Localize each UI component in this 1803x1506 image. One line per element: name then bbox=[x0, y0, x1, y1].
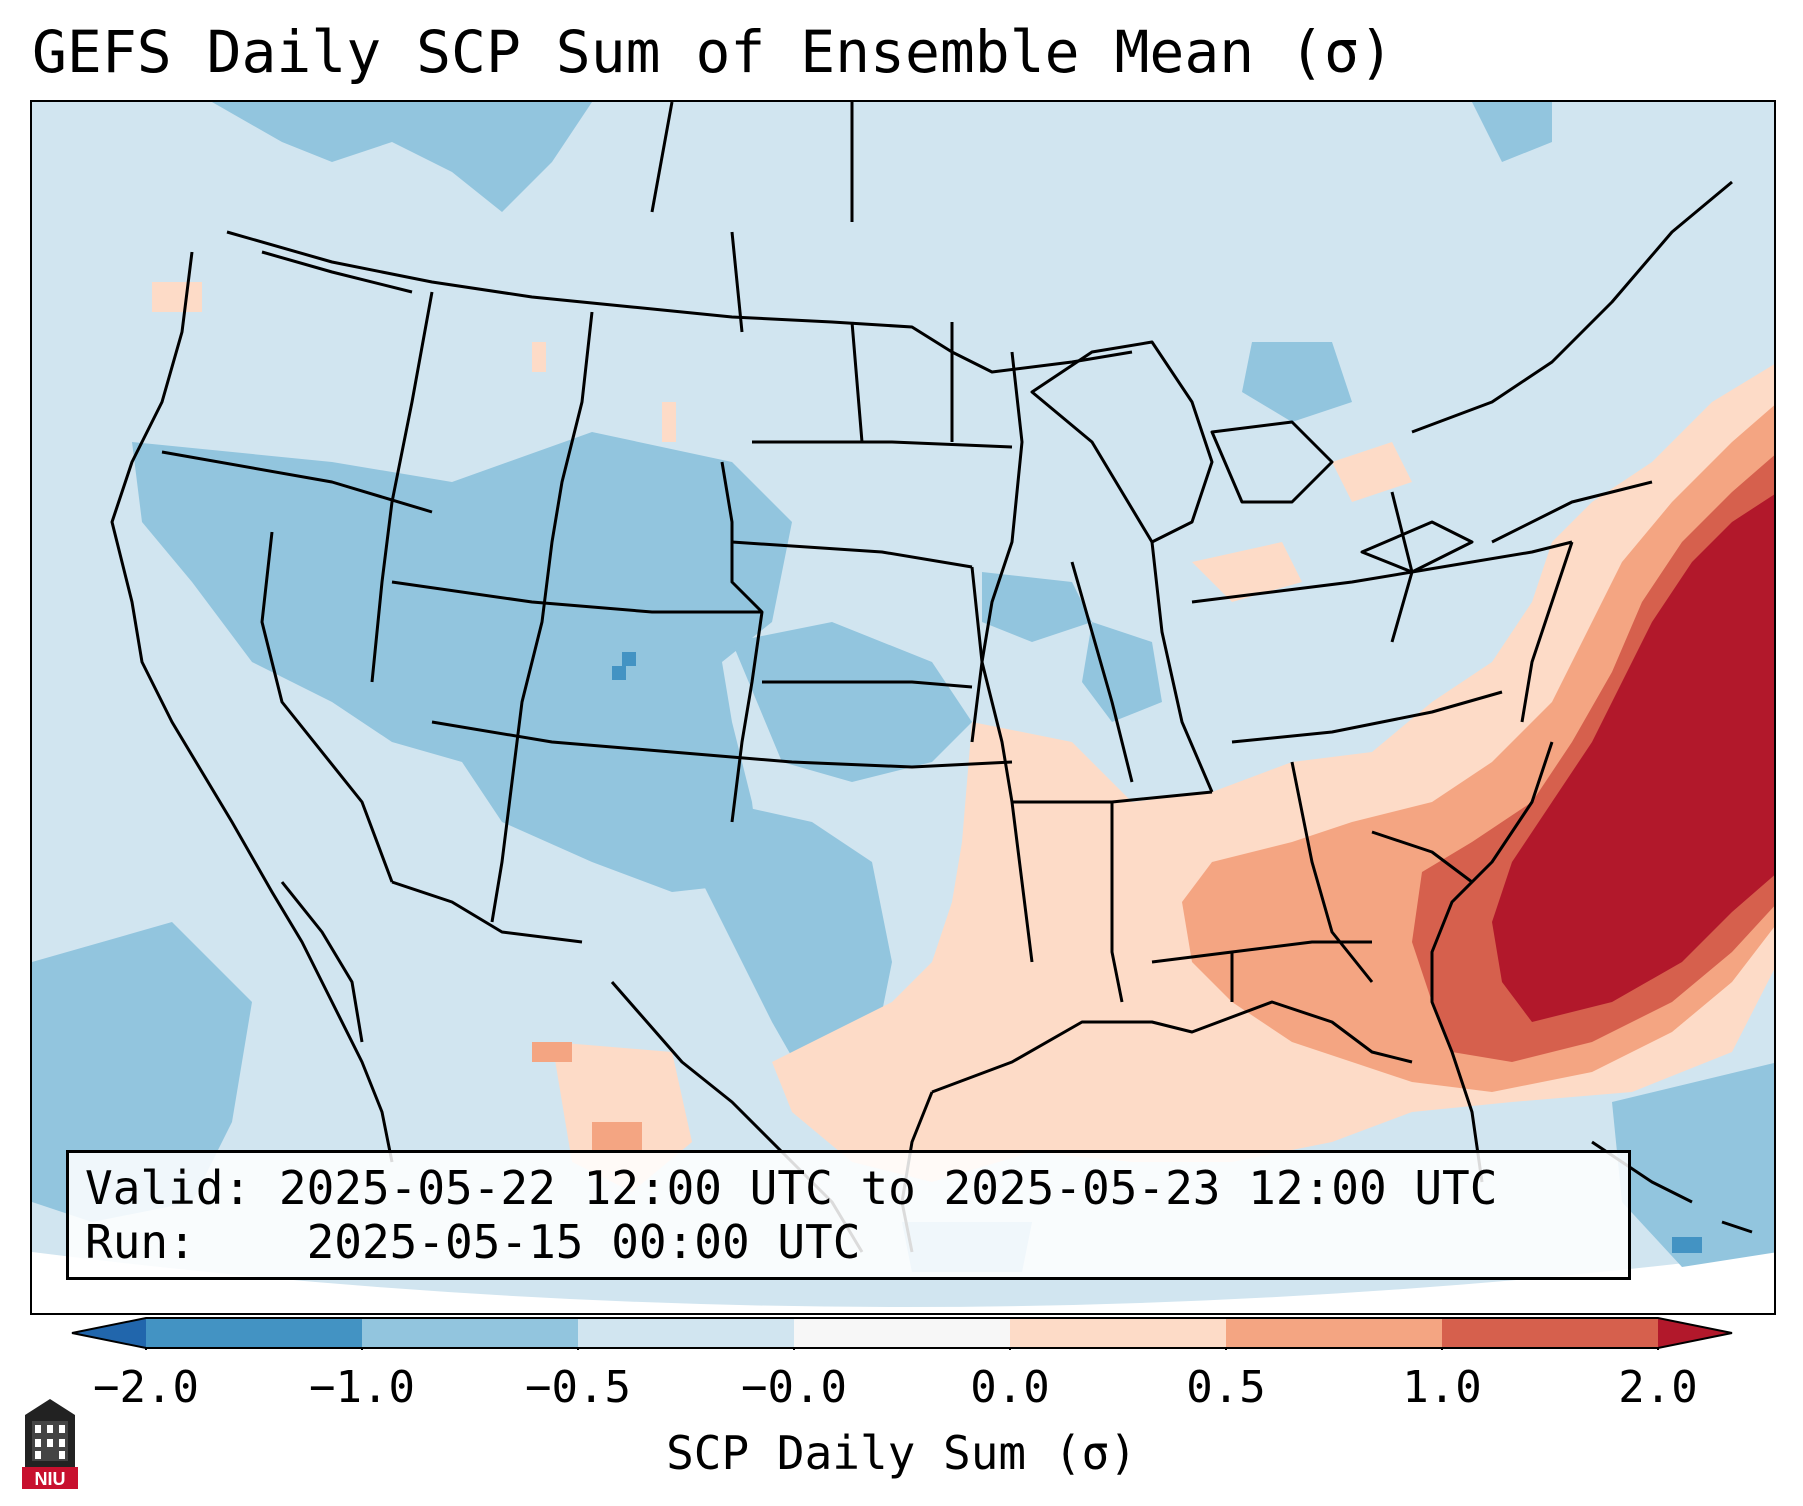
colorbar-segment bbox=[362, 1318, 578, 1348]
colorbar bbox=[71, 1317, 1733, 1350]
niu-logo-text: NIU bbox=[35, 1469, 66, 1489]
run-label: Run: bbox=[85, 1215, 196, 1269]
well-below-normal-spots bbox=[612, 652, 1702, 1253]
colorbar-tick: 2.0 bbox=[1618, 1362, 1698, 1413]
run-value: 2025-05-15 00:00 UTC bbox=[306, 1215, 861, 1269]
below-normal-regions bbox=[32, 102, 1774, 1272]
colorbar-segment bbox=[794, 1318, 1010, 1348]
colorbar-segment bbox=[1010, 1318, 1226, 1348]
colorbar-segment bbox=[578, 1318, 794, 1348]
valid-value: 2025-05-22 12:00 UTC to 2025-05-23 12:00… bbox=[278, 1161, 1498, 1215]
colorbar-tick: 1.0 bbox=[1402, 1362, 1482, 1413]
colorbar-tick: 0.5 bbox=[1186, 1362, 1266, 1413]
colorbar-tick: −0.0 bbox=[741, 1362, 847, 1413]
colorbar-tick: −2.0 bbox=[93, 1362, 199, 1413]
niu-logo: NIU bbox=[22, 1399, 78, 1489]
projection-edge bbox=[32, 1252, 1774, 1313]
valid-label: Valid: bbox=[85, 1161, 252, 1215]
boundaries bbox=[110, 102, 1753, 1253]
extreme-regions bbox=[1492, 494, 1774, 1022]
map-frame bbox=[30, 100, 1776, 1315]
colorbar-segment bbox=[1226, 1318, 1442, 1348]
colorbar-tick: −1.0 bbox=[309, 1362, 415, 1413]
valid-row: Valid: 2025-05-22 12:00 UTC to 2025-05-2… bbox=[85, 1161, 1628, 1215]
colorbar-tick: 0.0 bbox=[970, 1362, 1050, 1413]
colorbar-segment bbox=[146, 1318, 362, 1348]
valid-time-box: Valid: 2025-05-22 12:00 UTC to 2025-05-2… bbox=[66, 1150, 1631, 1280]
colorbar-extend-high bbox=[1658, 1318, 1732, 1348]
colorbar-extend-low bbox=[72, 1318, 146, 1348]
colorbar-segment bbox=[1442, 1318, 1658, 1348]
map-title: GEFS Daily SCP Sum of Ensemble Mean (σ) bbox=[32, 18, 1394, 86]
colorbar-tick: −0.5 bbox=[525, 1362, 631, 1413]
run-row: Run: 2025-05-15 00:00 UTC bbox=[85, 1215, 1628, 1269]
colorbar-label: SCP Daily Sum (σ) bbox=[666, 1426, 1137, 1480]
scp-map bbox=[32, 102, 1774, 1313]
